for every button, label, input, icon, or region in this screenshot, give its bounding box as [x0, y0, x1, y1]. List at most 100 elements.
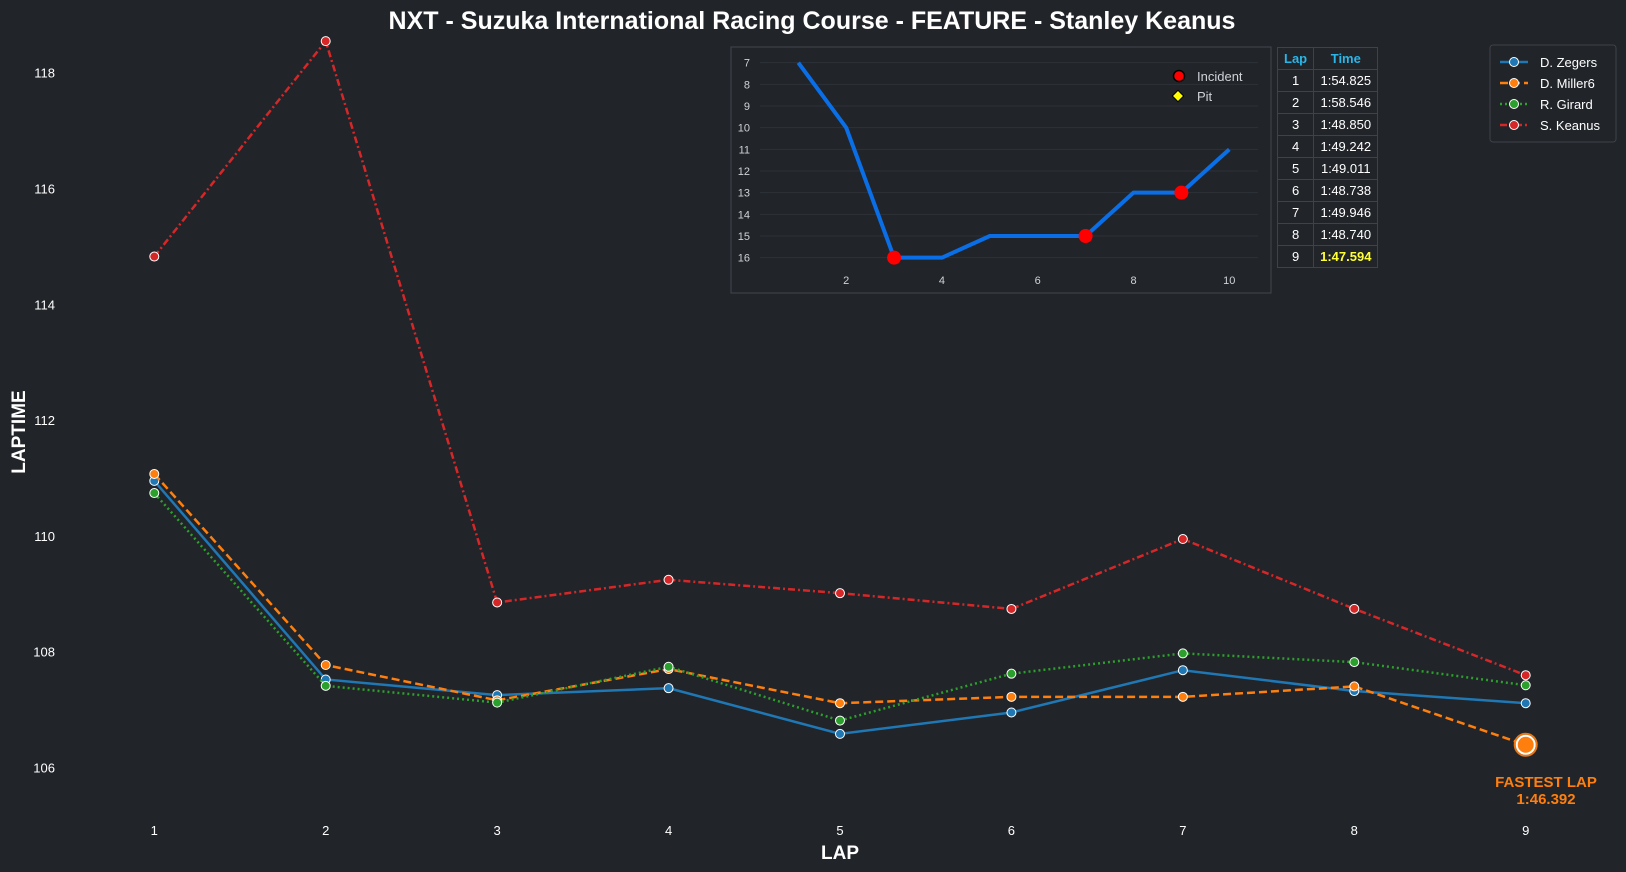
table-row: 1 1:54.825 — [1276, 69, 1379, 92]
table-cell: 1:49.946 — [1313, 201, 1379, 224]
legend-label: D. Miller6 — [1540, 76, 1595, 91]
y-tick-label: 110 — [34, 529, 55, 544]
table-cell: 1:48.850 — [1313, 113, 1379, 136]
legend-frame — [1489, 44, 1617, 143]
inset-x-tick-label: 6 — [1035, 275, 1041, 287]
data-point — [320, 660, 331, 670]
table-cell: 1:48.738 — [1313, 179, 1379, 202]
legend-label: S. Keanus — [1540, 118, 1600, 133]
y-tick-label: 114 — [34, 297, 55, 312]
data-point — [1520, 670, 1531, 681]
fastest-lap-marker — [1513, 732, 1538, 757]
inset-legend: Incident Pit — [1171, 69, 1243, 104]
inset-y-tick-label: 11 — [739, 144, 750, 156]
data-point — [149, 488, 160, 499]
inset-frame — [730, 46, 1272, 294]
data-point — [1006, 707, 1017, 718]
legend-label: D. Zegers — [1540, 55, 1598, 70]
x-tick-label: 6 — [1008, 823, 1015, 838]
inset-y-tick-label: 15 — [738, 231, 750, 243]
x-tick-label: 9 — [1522, 823, 1529, 838]
data-point — [320, 36, 331, 47]
main-series-lines — [149, 36, 1538, 757]
data-point — [1006, 691, 1017, 702]
data-point — [492, 597, 503, 608]
inset-position-line — [796, 61, 1231, 260]
table-row: 7 1:49.946 — [1276, 201, 1379, 224]
lap-times-table: Lap Time 1 1:54.825 2 1:58.546 3 1:48.850 4 1:49… — [1276, 47, 1379, 268]
inset-y-tick-label: 8 — [744, 79, 750, 91]
series-line — [153, 480, 1526, 736]
table-cell: 6 — [1276, 179, 1315, 202]
table-row: 4 1:49.242 — [1276, 135, 1379, 158]
series-line — [153, 38, 1527, 677]
table-row: 9 1:47.594 — [1276, 245, 1379, 268]
table-cell: 1:49.011 — [1313, 157, 1379, 180]
inset-y-tick-label: 14 — [738, 209, 750, 221]
table-cell: 1:49.242 — [1313, 135, 1379, 158]
inset-y-tick-label: 10 — [738, 123, 750, 135]
inset-y-tick-label: 13 — [738, 188, 750, 200]
data-point — [835, 588, 845, 599]
legend-marker — [1509, 57, 1519, 67]
incident-marker — [1174, 185, 1189, 200]
y-tick-label: 108 — [33, 645, 55, 660]
incident-marker — [1078, 229, 1093, 243]
y-tick-label: 106 — [33, 760, 55, 775]
pit-legend-label: Pit — [1197, 89, 1213, 104]
fastest-lap-marker-core — [1515, 734, 1536, 755]
table-row: 5 1:49.011 — [1276, 157, 1379, 180]
inset-y-tick-label: 16 — [738, 253, 750, 265]
table-row: 2 1:58.546 — [1276, 91, 1379, 114]
table-cell: 1 — [1276, 69, 1315, 92]
data-point — [835, 715, 845, 726]
data-point — [1349, 657, 1360, 668]
data-point — [1177, 534, 1188, 545]
inset-x-tick-label: 10 — [1223, 275, 1235, 287]
inset-x-tick-label: 8 — [1130, 275, 1136, 287]
fastest-lap-time: 1:46.392 — [1516, 791, 1575, 808]
x-tick-label: 2 — [322, 823, 329, 838]
x-tick-label: 3 — [494, 823, 501, 838]
inset-plot: 7 8 9 10 11 12 13 14 15 16 2 4 6 8 10 — [738, 58, 1258, 287]
x-tick-label: 1 — [151, 823, 158, 838]
y-axis-label: LAPTIME — [9, 390, 30, 473]
data-point — [663, 683, 674, 694]
table-cell: 5 — [1276, 157, 1315, 180]
data-point — [1520, 698, 1531, 709]
table-cell: 7 — [1276, 201, 1315, 224]
table-row: 3 1:48.850 — [1276, 113, 1379, 136]
table-cell: 3 — [1276, 113, 1315, 136]
data-point — [1177, 648, 1188, 659]
data-point — [835, 728, 845, 739]
incident-marker — [887, 250, 902, 265]
data-point — [320, 680, 331, 691]
table-cell: 2 — [1276, 91, 1315, 114]
inset-y-tick-label: 9 — [744, 101, 750, 113]
data-point — [149, 251, 160, 262]
incident-legend-icon — [1172, 69, 1186, 83]
data-point — [1006, 668, 1017, 679]
data-point — [1177, 665, 1188, 676]
x-tick-label: 7 — [1179, 823, 1186, 838]
data-point — [1349, 603, 1360, 614]
fastest-lap-label: FASTEST LAP — [1495, 774, 1597, 791]
table-cell: 1:58.546 — [1313, 91, 1379, 114]
chart-title: NXT - Suzuka International Racing Course… — [389, 7, 1236, 35]
table-row: 8 1:48.740 — [1276, 223, 1379, 246]
data-point — [492, 697, 503, 708]
table-header-cell: Lap — [1276, 47, 1315, 70]
y-tick-label: 116 — [34, 182, 55, 197]
y-tick-label: 112 — [34, 413, 55, 428]
table-header-cell: Time — [1313, 47, 1379, 70]
x-tick-label: 4 — [665, 823, 672, 838]
data-point — [835, 698, 845, 709]
inset-x-tick-label: 4 — [939, 275, 945, 287]
legend-marker — [1509, 120, 1519, 130]
main-legend: D. Zegers D. Miller6 R. Girard S. Keanus — [1489, 44, 1617, 143]
legend-marker — [1509, 78, 1519, 88]
legend-label: R. Girard — [1540, 97, 1593, 112]
table-cell: 4 — [1276, 135, 1315, 158]
